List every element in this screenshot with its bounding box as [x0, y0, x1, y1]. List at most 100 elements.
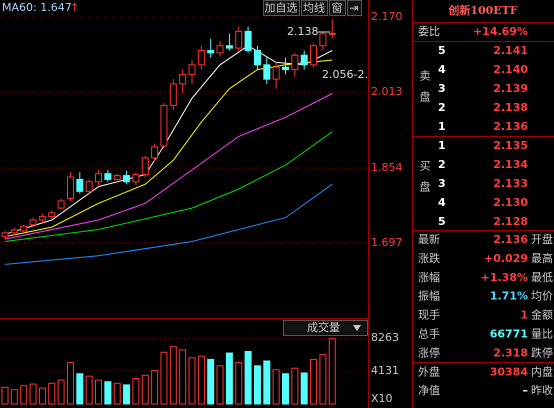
candle-body	[10, 229, 18, 234]
volume-bar	[38, 387, 46, 405]
candle-body	[132, 174, 140, 183]
book-level: 2	[438, 101, 446, 114]
volume-bar	[197, 355, 205, 405]
book-level: 5	[438, 215, 446, 228]
book-level: 3	[438, 177, 446, 190]
y-tick-label: 1.854	[371, 161, 403, 174]
ratio-label: 委比	[418, 25, 440, 38]
stat-value: 30384	[490, 365, 529, 378]
candle-body	[282, 66, 289, 71]
stat-value: 1.71%	[490, 290, 528, 303]
candle-body	[113, 175, 121, 180]
toolbar-button-label[interactable]: 窗	[332, 1, 343, 15]
stat-label-2: 跌停	[531, 345, 553, 359]
candle-body	[104, 173, 112, 180]
candle-body	[328, 32, 336, 35]
toolbar-button-label[interactable]: 加自选	[265, 2, 298, 15]
volume-bar	[66, 362, 74, 405]
book-price: 2.136	[493, 120, 528, 133]
toolbar-button[interactable]	[347, 0, 362, 16]
toolbar-button[interactable]	[263, 0, 300, 16]
volume-bar	[95, 379, 102, 405]
candle-body	[169, 83, 177, 106]
volume-bar	[20, 385, 28, 405]
toolbar-button[interactable]	[329, 0, 346, 16]
candle-body	[141, 157, 149, 176]
candle-body	[244, 30, 252, 51]
candle-body	[310, 45, 318, 66]
candle-body	[76, 178, 84, 192]
candle-body	[263, 64, 271, 80]
stat-label: 净值	[418, 383, 440, 397]
volume-title[interactable]: 成交量	[307, 320, 340, 334]
volume-bar	[216, 365, 224, 405]
ask-label: 卖盘	[418, 70, 431, 112]
book-level: 1	[438, 139, 446, 152]
volume-bar	[151, 370, 159, 405]
candle-body	[225, 45, 233, 49]
volume-bar	[253, 365, 261, 405]
book-price: 2.140	[493, 63, 528, 76]
stat-label-2: 最高	[531, 251, 553, 265]
volume-bar	[160, 351, 168, 405]
candle-body	[197, 49, 205, 66]
candle-body	[29, 219, 37, 226]
volume-bar	[57, 379, 65, 405]
ma-line	[4, 59, 333, 238]
book-price: 2.128	[493, 215, 528, 228]
candle-body	[85, 181, 93, 192]
stat-label: 涨幅	[418, 271, 440, 284]
stat-label: 涨停	[418, 345, 440, 359]
annotation: 2.056-2.	[322, 68, 368, 81]
stat-value: 66771	[490, 328, 528, 341]
quote-title: 创新100ETF	[447, 3, 518, 17]
volume-bar	[188, 357, 196, 405]
stat-value: 2.136	[493, 233, 528, 246]
volume-bar	[29, 383, 37, 405]
volume-bar	[169, 346, 177, 405]
stat-label-2: 昨收	[531, 383, 553, 397]
y-tick-label: 1.697	[371, 236, 403, 249]
stat-value: +1.38%	[481, 271, 528, 284]
annotation: 2.138	[287, 25, 319, 38]
candle-body	[66, 176, 74, 200]
book-level: 4	[438, 63, 446, 76]
toolbar-button-label[interactable]: ⇥	[349, 2, 358, 15]
toolbar-button-label[interactable]: 均线	[303, 1, 325, 15]
candle-body	[123, 175, 131, 183]
y-tick-label: 2.170	[371, 10, 403, 23]
indicator-arrow: ↑	[70, 1, 79, 14]
ratio-value: +14.69%	[473, 25, 528, 38]
bid-label: 买盘	[418, 160, 431, 202]
toolbar-button[interactable]	[301, 0, 328, 16]
volume-bar	[48, 382, 56, 405]
candle-body	[160, 104, 168, 147]
book-price: 2.130	[493, 196, 528, 209]
y-tick-label: 8263	[371, 331, 399, 344]
volume-bar	[85, 375, 93, 405]
candle-body	[179, 73, 187, 85]
candle-body	[20, 225, 28, 232]
stat-label: 最新	[418, 232, 440, 246]
volume-bar	[319, 354, 327, 405]
volume-bar	[263, 360, 271, 405]
volume-selector[interactable]	[283, 320, 368, 336]
candle-body	[235, 30, 243, 49]
volume-bar	[235, 362, 243, 405]
book-level: 2	[438, 158, 446, 171]
indicator-label: MA60: 1.647	[2, 1, 72, 14]
volume-bar	[113, 382, 121, 405]
volume-unit: X10	[371, 392, 393, 405]
volume-bar	[310, 358, 318, 405]
stat-label-2: 均价	[531, 290, 553, 303]
candle-body	[272, 66, 280, 80]
candle-body	[1, 232, 9, 238]
book-level: 5	[438, 44, 446, 57]
candle-body	[57, 200, 65, 209]
volume-bar	[141, 374, 149, 405]
ma-line	[4, 183, 333, 265]
volume-bar	[291, 367, 299, 405]
